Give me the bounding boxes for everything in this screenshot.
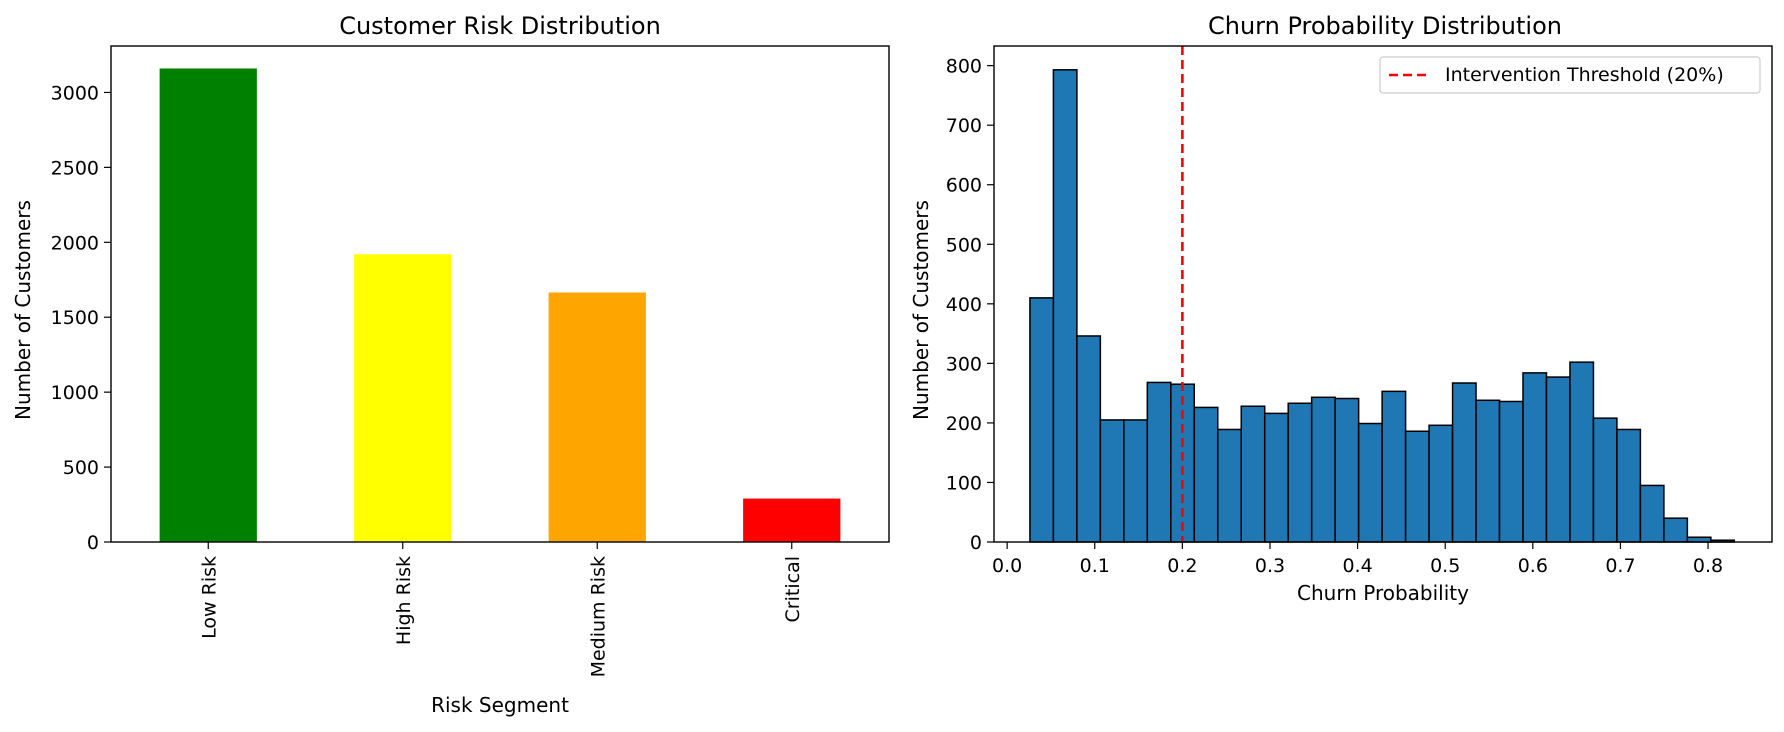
histogram-bar (1545, 376, 1571, 543)
bar-series (159, 68, 841, 542)
y-tick-label: 600 (946, 175, 982, 197)
histogram-bar (1240, 405, 1266, 543)
histogram-bar (1404, 430, 1430, 543)
x-tick-label: 0.5 (1430, 555, 1460, 577)
histogram-bar (1099, 419, 1125, 543)
y-tick-label: 2500 (51, 157, 99, 179)
histogram-bar (1428, 424, 1454, 543)
x-tick-label: 0.2 (1167, 555, 1197, 577)
y-axis: 0 500 1000 1500 2000 2500 3000 (51, 82, 111, 554)
chart-title: Churn Probability Distribution (1208, 12, 1562, 40)
x-tick-label: 0.3 (1255, 555, 1285, 577)
y-axis: 0 100 200 300 400 500 600 700 800 (946, 56, 994, 554)
x-tick-label: 0.6 (1518, 555, 1548, 577)
histogram-bar (1498, 400, 1524, 543)
histogram-bar (1287, 402, 1313, 543)
y-tick-label: 400 (946, 294, 982, 316)
plot-frame (110, 45, 890, 543)
histogram-bar (1616, 428, 1642, 543)
histogram-bar (1076, 335, 1102, 543)
histogram-bar (1663, 517, 1689, 543)
x-tick-label: 0.1 (1080, 555, 1110, 577)
histogram-bar (1146, 381, 1172, 543)
histogram-bar (1451, 382, 1477, 543)
x-axis-label: Churn Probability (1297, 581, 1469, 605)
x-tick-label: 0.7 (1605, 555, 1635, 577)
histogram-bar (1381, 390, 1407, 543)
histogram-bar (1475, 399, 1501, 543)
bar (354, 254, 452, 542)
histogram-bar (1263, 412, 1289, 543)
y-axis-label: Number of Customers (11, 200, 35, 420)
x-tick-label: Low Risk (198, 556, 220, 639)
histogram-bar (1029, 297, 1055, 543)
y-tick-label: 0 (970, 532, 982, 554)
legend-box (1379, 56, 1761, 94)
histogram-bar (1170, 383, 1196, 543)
x-tick-label: 0.0 (992, 555, 1022, 577)
histogram-bar (1334, 397, 1360, 543)
y-tick-label: 1500 (51, 307, 99, 329)
x-axis-label: Risk Segment (431, 693, 569, 717)
histogram-bar (1569, 361, 1595, 543)
churn-probability-chart: Churn Probability Distribution Number of… (909, 12, 1773, 605)
histogram-bar (1193, 406, 1219, 543)
y-tick-label: 500 (946, 234, 982, 256)
histogram-bar (1357, 422, 1383, 543)
bar (159, 68, 257, 542)
legend: Intervention Threshold (20%) (1379, 56, 1761, 94)
bar (743, 498, 841, 542)
y-tick-label: 2000 (51, 232, 99, 254)
x-tick-label: 0.8 (1693, 555, 1723, 577)
x-axis: 0.0 0.1 0.2 0.3 0.4 0.5 0.6 0.7 0.8 (992, 542, 1723, 577)
histogram-bar (1639, 484, 1665, 543)
y-tick-label: 3000 (51, 82, 99, 104)
histogram-bar (1686, 536, 1712, 543)
y-tick-label: 500 (63, 457, 99, 479)
legend-label: Intervention Threshold (20%) (1445, 64, 1724, 86)
histogram-bar (1217, 428, 1242, 543)
x-tick-label: 0.4 (1342, 555, 1372, 577)
x-tick-label: Medium Risk (587, 556, 609, 677)
histogram-bar (1592, 417, 1618, 543)
x-tick-label: Critical (782, 556, 804, 622)
y-tick-label: 1000 (51, 382, 99, 404)
histogram-bar (1052, 69, 1078, 543)
histogram-bar (1522, 372, 1548, 543)
risk-distribution-chart: Customer Risk Distribution Number of Cus… (11, 12, 890, 717)
plot-frame (993, 45, 1773, 543)
x-tick-label: High Risk (393, 556, 415, 645)
bar (548, 292, 646, 542)
y-tick-label: 300 (946, 353, 982, 375)
y-tick-label: 200 (946, 413, 982, 435)
y-tick-label: 800 (946, 56, 982, 78)
histogram-bar (1123, 419, 1149, 543)
y-tick-label: 700 (946, 115, 982, 137)
y-axis-label: Number of Customers (909, 200, 933, 420)
x-axis: Low Risk High Risk Medium Risk Critical (198, 542, 804, 677)
histogram-bar (1310, 396, 1336, 543)
y-tick-label: 0 (87, 532, 99, 554)
histogram-series (1029, 69, 1736, 543)
y-tick-label: 100 (946, 472, 982, 494)
chart-title: Customer Risk Distribution (339, 12, 661, 40)
